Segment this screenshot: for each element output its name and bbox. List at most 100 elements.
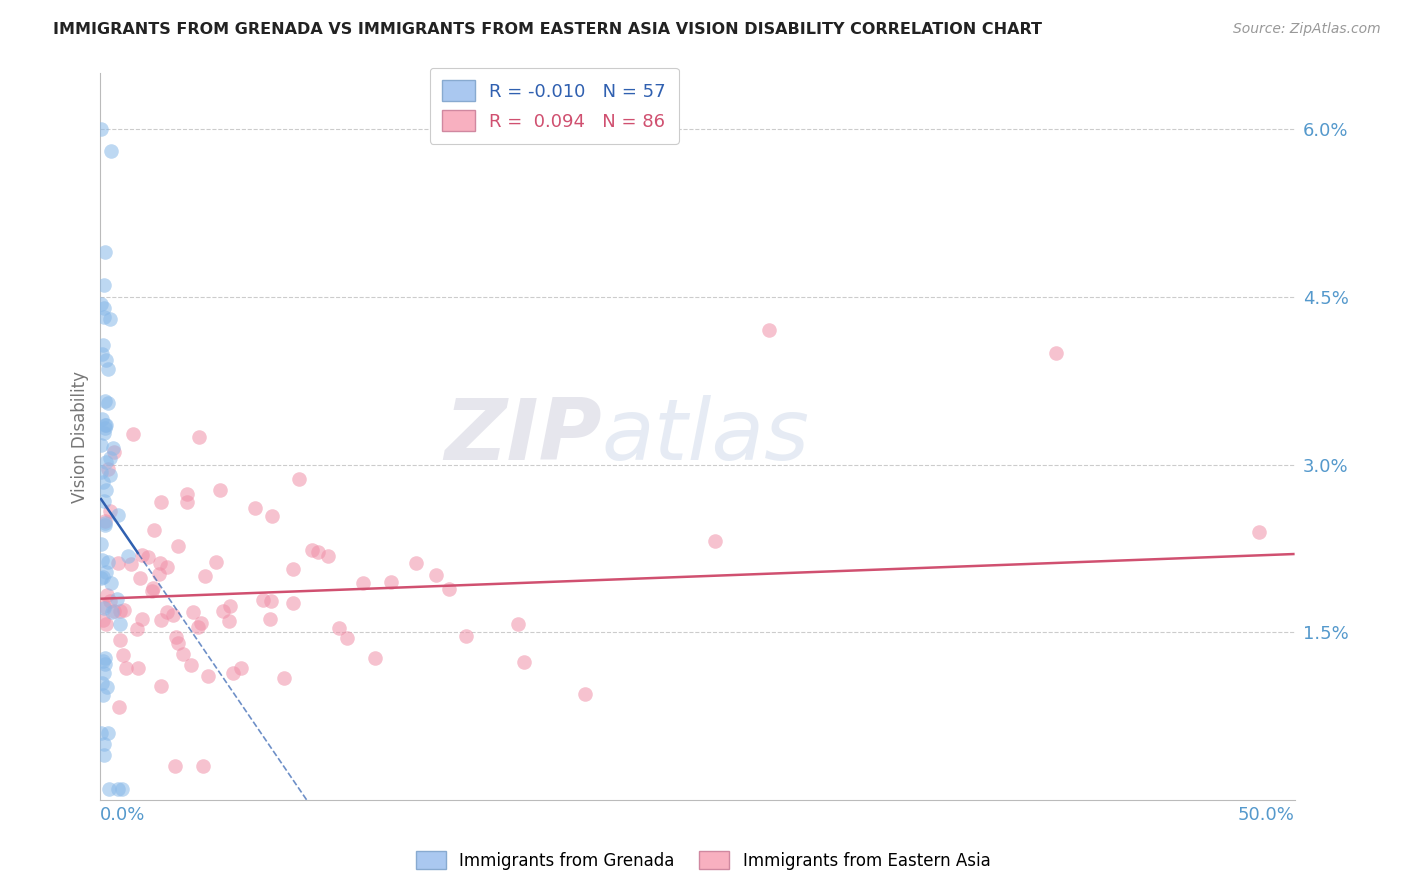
- Point: [167, 540, 190, 554]
- Y-axis label: Vision Disability: Vision Disability: [72, 370, 89, 502]
- Text: 0.0%: 0.0%: [100, 805, 146, 824]
- Point: [380, 575, 402, 590]
- Point: [103, 442, 125, 456]
- Point: [90, 438, 112, 452]
- Point: [98, 594, 121, 608]
- Point: [94, 455, 117, 469]
- Point: [103, 445, 125, 459]
- Point: [94, 483, 117, 498]
- Point: [149, 556, 172, 570]
- Point: [98, 504, 121, 518]
- Point: [281, 562, 304, 576]
- Point: [176, 495, 198, 509]
- Point: [93, 301, 115, 315]
- Point: [181, 606, 204, 620]
- Point: [262, 509, 284, 524]
- Point: [98, 468, 121, 483]
- Point: [188, 430, 211, 444]
- Point: [105, 592, 128, 607]
- Point: [273, 671, 295, 685]
- Point: [328, 621, 350, 635]
- Point: [101, 605, 124, 619]
- Point: [112, 603, 135, 617]
- Point: [91, 613, 114, 627]
- Point: [208, 483, 231, 498]
- Point: [107, 557, 129, 571]
- Point: [96, 680, 118, 694]
- Point: [508, 617, 530, 632]
- Text: ZIP: ZIP: [444, 395, 602, 478]
- Point: [187, 620, 209, 634]
- Point: [162, 607, 184, 622]
- Point: [117, 549, 139, 563]
- Point: [172, 647, 194, 661]
- Point: [90, 465, 112, 479]
- Point: [405, 556, 427, 570]
- Point: [97, 362, 120, 376]
- Legend: Immigrants from Grenada, Immigrants from Eastern Asia: Immigrants from Grenada, Immigrants from…: [409, 845, 997, 877]
- Point: [90, 347, 112, 361]
- Point: [1045, 345, 1067, 359]
- Point: [260, 594, 283, 608]
- Text: IMMIGRANTS FROM GRENADA VS IMMIGRANTS FROM EASTERN ASIA VISION DISABILITY CORREL: IMMIGRANTS FROM GRENADA VS IMMIGRANTS FR…: [53, 22, 1042, 37]
- Point: [93, 599, 115, 613]
- Point: [150, 613, 173, 627]
- Point: [288, 472, 311, 486]
- Point: [167, 636, 190, 650]
- Point: [165, 630, 187, 644]
- Point: [176, 487, 198, 501]
- Point: [107, 508, 129, 523]
- Point: [574, 688, 596, 702]
- Point: [91, 411, 114, 425]
- Point: [218, 614, 240, 628]
- Point: [91, 338, 114, 352]
- Point: [97, 395, 120, 409]
- Point: [180, 657, 202, 672]
- Point: [703, 534, 725, 549]
- Point: [94, 565, 117, 579]
- Point: [156, 559, 179, 574]
- Point: [93, 278, 115, 293]
- Point: [148, 567, 170, 582]
- Legend: R = -0.010   N = 57, R =  0.094   N = 86: R = -0.010 N = 57, R = 0.094 N = 86: [430, 68, 679, 144]
- Point: [98, 312, 121, 326]
- Point: [96, 353, 118, 368]
- Point: [149, 494, 172, 508]
- Point: [91, 475, 114, 490]
- Point: [90, 296, 112, 310]
- Point: [93, 665, 115, 680]
- Point: [307, 544, 329, 558]
- Point: [97, 461, 120, 475]
- Point: [93, 689, 115, 703]
- Point: [150, 679, 173, 693]
- Point: [190, 615, 212, 630]
- Point: [336, 631, 359, 645]
- Point: [301, 543, 323, 558]
- Point: [94, 516, 117, 530]
- Point: [229, 661, 252, 675]
- Point: [91, 676, 114, 690]
- Point: [131, 548, 153, 562]
- Point: [1247, 524, 1270, 539]
- Point: [425, 567, 447, 582]
- Point: [107, 781, 129, 796]
- Point: [108, 617, 131, 632]
- Point: [94, 418, 117, 433]
- Point: [94, 421, 117, 435]
- Point: [125, 622, 148, 636]
- Point: [97, 556, 120, 570]
- Point: [456, 630, 478, 644]
- Point: [115, 661, 138, 675]
- Point: [94, 518, 117, 533]
- Point: [91, 654, 114, 668]
- Point: [111, 781, 134, 796]
- Text: atlas: atlas: [602, 395, 810, 478]
- Point: [131, 611, 153, 625]
- Point: [141, 584, 163, 599]
- Point: [90, 725, 112, 739]
- Point: [128, 571, 150, 585]
- Point: [165, 759, 187, 773]
- Point: [93, 245, 115, 260]
- Point: [127, 661, 149, 675]
- Point: [138, 549, 160, 564]
